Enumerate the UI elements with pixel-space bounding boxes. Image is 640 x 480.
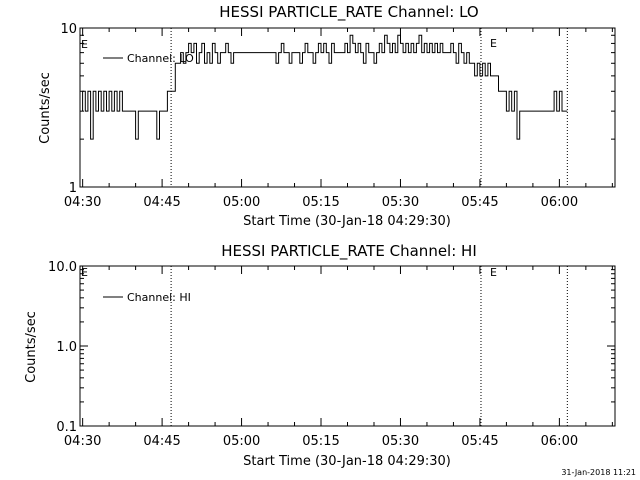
x-tick-label: 05:00 [223, 434, 260, 449]
x-tick-label: 05:00 [223, 195, 260, 210]
x-tick-label: 05:15 [302, 195, 339, 210]
x-tick-label: 04:45 [143, 434, 180, 449]
y-tick-label: 10 [60, 22, 77, 37]
legend-label-lo: Channel: LO [127, 52, 194, 65]
legend-lo: Channel: LO [103, 52, 194, 65]
vlines-hi [170, 266, 568, 426]
panel-hi: HESSI PARTICLE_RATE Channel: HI 04:30 04:… [24, 242, 616, 469]
annotation-e-hi-start: E [81, 266, 88, 279]
x-tick-label: 06:00 [541, 195, 578, 210]
chart-title-lo: HESSI PARTICLE_RATE Channel: LO [219, 3, 478, 22]
x-tick-label: 05:15 [302, 434, 339, 449]
x-axis-ticks-hi: 04:30 04:45 05:00 05:15 05:30 05:45 06:00 [64, 266, 613, 449]
chart-title-hi: HESSI PARTICLE_RATE Channel: HI [221, 242, 477, 261]
x-tick-label: 04:45 [143, 195, 180, 210]
y-tick-label: 0.1 [56, 420, 77, 435]
x-tick-label: 05:45 [461, 434, 498, 449]
x-axis-ticks-lo: 04:30 04:45 05:00 05:15 05:30 05:45 06:00 [64, 28, 613, 210]
y-tick-label: 10.0 [48, 260, 77, 275]
panel-lo: HESSI PARTICLE_RATE Channel: LO 04:30 04:… [38, 3, 616, 229]
annotation-e-lo-start: E [81, 38, 88, 51]
x-tick-label: 05:45 [461, 195, 498, 210]
x-tick-label: 04:30 [64, 195, 101, 210]
y-tick-label: 1.0 [56, 340, 77, 355]
y-axis-label-lo: Counts/sec [38, 72, 53, 144]
y-axis-ticks-lo: 10 1 [60, 22, 615, 196]
plot-frame-hi [79, 265, 616, 427]
annotation-e-lo-end: E [490, 37, 497, 50]
x-tick-label: 05:30 [382, 195, 419, 210]
x-axis-label-hi: Start Time (30-Jan-18 04:29:30) [243, 454, 451, 469]
legend-hi: Channel: HI [103, 291, 191, 304]
x-tick-label: 04:30 [64, 434, 101, 449]
x-tick-label: 06:00 [541, 434, 578, 449]
annotation-e-hi-end: E [490, 266, 497, 279]
x-tick-label: 05:30 [382, 434, 419, 449]
series-line-channel-lo [82, 34, 568, 140]
x-axis-label-lo: Start Time (30-Jan-18 04:29:30) [243, 214, 451, 229]
y-axis-ticks-hi: 10.0 1.0 0.1 [48, 260, 615, 435]
y-axis-label-hi: Counts/sec [24, 311, 39, 383]
legend-label-hi: Channel: HI [127, 291, 191, 304]
vlines-lo [170, 28, 568, 187]
y-tick-label: 1 [69, 181, 77, 196]
footer-timestamp: 31-Jan-2018 11:21 [561, 468, 636, 477]
